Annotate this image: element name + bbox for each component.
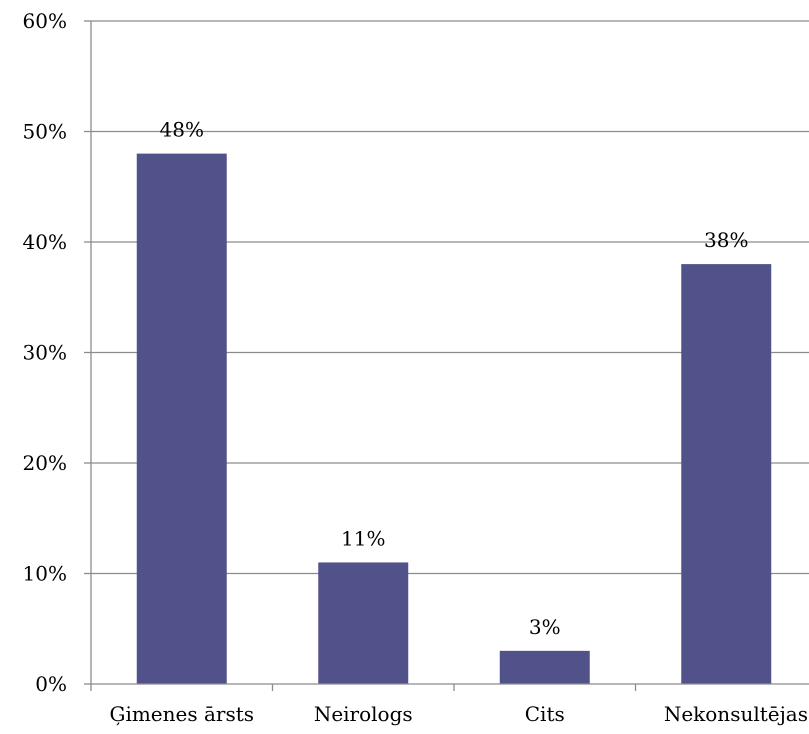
axes [84, 20, 809, 691]
x-category-label: Cits [525, 702, 565, 726]
y-tick-label: 40% [23, 230, 67, 254]
y-tick-label: 0% [35, 672, 67, 696]
bar-1 [136, 153, 227, 685]
y-tick-label: 60% [23, 9, 67, 33]
data-label: 38% [704, 228, 748, 252]
data-label: 11% [341, 526, 385, 550]
labels: 0% 10% 20% 30% 40% 50% 60% 48% Ģimenes ārsts 11% N… [23, 9, 808, 726]
bar-2 [318, 562, 409, 684]
bars [136, 153, 772, 685]
y-tick-label: 20% [23, 451, 67, 475]
x-category-label: Neirologs [314, 702, 413, 726]
x-category-label: Ģimenes ārsts [109, 702, 254, 726]
y-tick-label: 30% [23, 341, 67, 365]
bar-3 [499, 650, 590, 684]
data-label: 3% [529, 615, 561, 639]
y-tick-label: 10% [23, 562, 67, 586]
x-category-label: Nekonsultējas [664, 702, 808, 726]
y-tick-label: 50% [23, 120, 67, 144]
data-label: 48% [160, 118, 204, 142]
bar-4 [681, 264, 772, 684]
